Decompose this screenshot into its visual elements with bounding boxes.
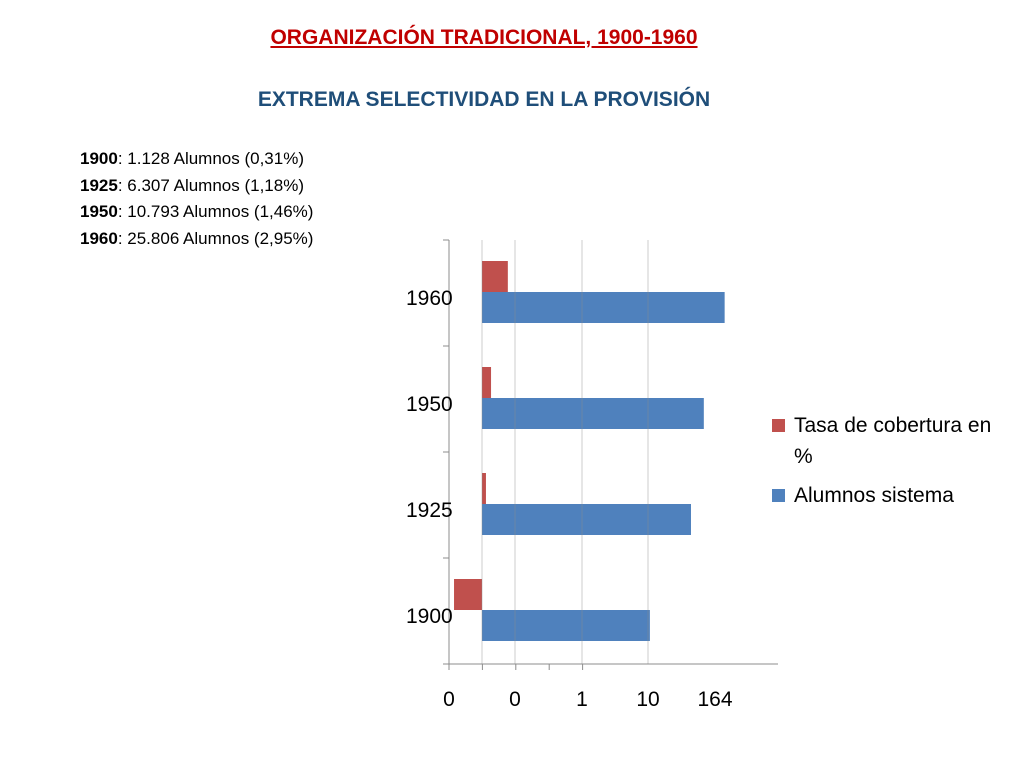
stats-line: 1900: 1.128 Alumnos (0,31%) <box>80 146 313 173</box>
legend-label-alumnos: Alumnos sistema <box>794 484 954 507</box>
x-tick-label: 164 <box>697 688 732 711</box>
stats-year: 1950 <box>80 202 118 221</box>
stats-line: 1950: 10.793 Alumnos (1,46%) <box>80 199 313 226</box>
chart-legend: Tasa de cobertura en % Alumnos sistema <box>772 410 1002 519</box>
stats-line: 1925: 6.307 Alumnos (1,18%) <box>80 173 313 200</box>
y-tick-label: 1925 <box>406 499 453 522</box>
stats-text: : 10.793 Alumnos (1,46%) <box>117 202 314 221</box>
stats-line: 1960: 25.806 Alumnos (2,95%) <box>80 226 313 253</box>
bar-alumnos-1960 <box>482 292 725 323</box>
legend-swatch-tasa <box>772 419 785 432</box>
y-tick-label: 1960 <box>406 287 453 310</box>
stats-year: 1900 <box>80 149 118 168</box>
stats-list: 1900: 1.128 Alumnos (0,31%) 1925: 6.307 … <box>80 146 313 252</box>
x-tick-label: 0 <box>509 688 521 711</box>
bar-alumnos-1925 <box>482 504 691 535</box>
x-tick-label: 0 <box>443 688 455 711</box>
y-tick-label: 1950 <box>406 393 453 416</box>
y-tick-label: 1900 <box>406 605 453 628</box>
x-tick-label: 1 <box>576 688 588 711</box>
stats-text: : 25.806 Alumnos (2,95%) <box>117 228 314 248</box>
stats-year: 1960 <box>80 228 118 248</box>
slide-title: ORGANIZACIÓN TRADICIONAL, 1900-1960 <box>270 26 698 49</box>
bar-tasa-1950 <box>482 367 492 398</box>
x-tick-label: 10 <box>636 688 659 711</box>
stats-text: : 1.128 Alumnos (0,31%) <box>117 149 304 168</box>
stats-year: 1925 <box>80 175 118 195</box>
bar-alumnos-1900 <box>482 610 650 641</box>
legend-swatch-alumnos <box>772 489 785 502</box>
legend-item-alumnos: Alumnos sistema <box>772 480 1002 511</box>
bar-alumnos-1950 <box>482 398 704 429</box>
legend-item-tasa: Tasa de cobertura en % <box>772 410 1002 472</box>
slide-subtitle: EXTREMA SELECTIVIDAD EN LA PROVISIÓN <box>257 88 711 111</box>
bar-tasa-1900 <box>454 579 482 610</box>
bar-tasa-1960 <box>482 261 508 292</box>
bar-tasa-1925 <box>482 473 486 504</box>
stats-text: : 6.307 Alumnos (1,18%) <box>117 175 304 195</box>
legend-label-tasa: Tasa de cobertura en % <box>794 414 992 468</box>
